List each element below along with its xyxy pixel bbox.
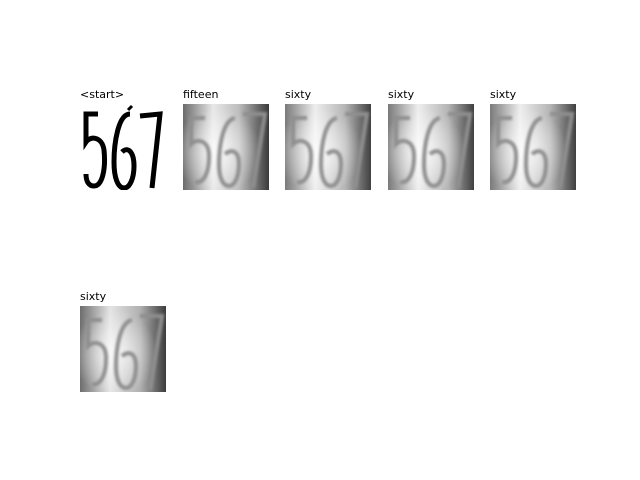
panel-sixty-3: sixty	[490, 88, 576, 190]
panel-label: sixty	[80, 290, 113, 304]
digit-image-clean	[80, 104, 166, 190]
panel-fifteen: fifteen	[183, 88, 269, 190]
digit-image-blurred	[285, 104, 371, 190]
digit-image-blurred	[80, 306, 166, 392]
panel-sixty-2: sixty	[388, 88, 474, 190]
digit-image-blurred	[388, 104, 474, 190]
panel-label: <start>	[80, 88, 131, 102]
panel-label: sixty	[285, 88, 318, 102]
panel-label: sixty	[388, 88, 421, 102]
panel-start: <start>	[80, 88, 166, 190]
digit-image-blurred	[490, 104, 576, 190]
panel-label: fifteen	[183, 88, 225, 102]
panel-sixty-4: sixty	[80, 290, 166, 392]
digit-image-blurred	[183, 104, 269, 190]
panel-label: sixty	[490, 88, 523, 102]
panel-sixty-1: sixty	[285, 88, 371, 190]
